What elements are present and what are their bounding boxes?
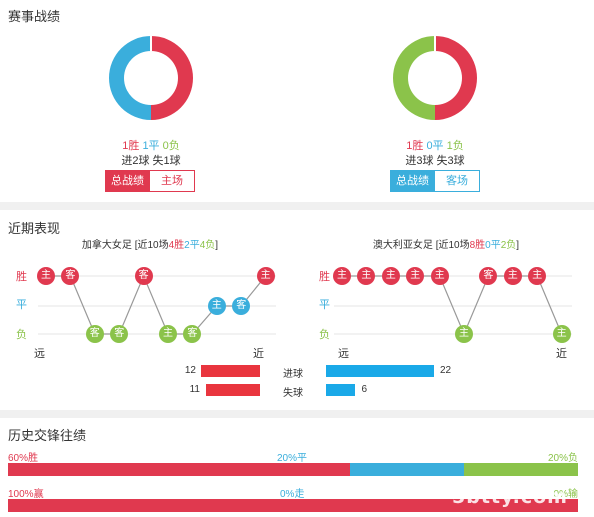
away-tab-total[interactable]: 总战绩 [390,170,435,192]
section-title: 近期表现 [8,221,61,236]
form-match-dot[interactable]: 主 [406,267,425,285]
home-team-record: 加拿大女足 [近10场4胜2平4负] [81,240,219,251]
home-goals-scored-value: 12 [184,365,196,376]
form-match-dot[interactable]: 客 [232,297,251,315]
home-win-count: 1胜 [122,140,140,152]
donut-loss-slice [393,36,435,120]
form-match-dot[interactable]: 主 [552,325,571,343]
h2h-cover-win-label: 100%赢 [8,489,44,500]
donut-draw-slice [109,36,151,120]
home-goals-conceded-bar [206,384,260,396]
form-match-dot[interactable]: 客 [110,325,129,343]
home-tab-venue[interactable]: 主场 [149,170,195,192]
away-wdl-summary: 1胜 0平 1负 [355,137,515,153]
home-goals-against: 失1球 [152,155,181,167]
h2h-cover-push-label: 0%走 [280,489,305,500]
away-goals-conceded-value: 6 [361,384,368,395]
away-axis-near: 近 [556,348,567,360]
form-match-dot[interactable]: 主 [159,325,177,343]
form-match-dot[interactable]: 主 [357,267,376,285]
form-match-dot[interactable]: 主 [381,267,400,285]
home-goals-conceded-value: 11 [189,384,200,395]
form-match-dot[interactable]: 客 [134,267,153,285]
home-axis-far: 远 [34,348,45,360]
away-record-donut [393,36,477,120]
home-axis-win: 胜 [16,271,27,283]
recent-form-panel: 近期表现 加拿大女足 [近10场4胜2平4负] 澳大利亚女足 [近10场8胜0平… [0,210,594,410]
h2h-win-bar [8,463,350,476]
section-title: 历史交锋往绩 [8,428,87,443]
h2h-cover-loss-label: 0%输 [553,489,578,500]
watermark-logo: 5btty.com [452,486,568,508]
away-axis-draw: 平 [319,299,330,311]
away-goals-scored-bar [326,365,434,377]
goals-scored-label: 进球 [283,369,303,380]
home-axis-loss: 负 [16,329,27,341]
away-draw-count: 0平 [426,140,444,152]
away-axis-win: 胜 [319,271,330,283]
goals-conceded-label: 失球 [283,388,303,399]
away-goals-against: 失3球 [436,155,465,167]
form-match-dot[interactable]: 主 [333,267,351,285]
form-match-dot[interactable]: 客 [85,325,104,343]
home-goals-summary: 进2球 失1球 [71,152,231,168]
match-record-panel: 赛事战绩 1胜 1平 0负 进2球 失1球 总战绩 主场 1胜 0平 1负 进3… [0,0,594,202]
h2h-loss-bar [464,463,578,476]
form-match-dot[interactable]: 主 [207,297,226,315]
away-form-lines [334,275,572,336]
h2h-loss-label: 20%负 [547,453,578,464]
donut-win-slice [435,36,477,120]
form-trend-line [46,274,267,335]
away-goals-conceded-bar [326,384,356,396]
home-record-donut [109,36,193,120]
home-draw-count: 1平 [142,140,160,152]
form-match-dot[interactable]: 主 [503,267,522,285]
donut-win-slice [151,36,193,120]
home-axis-draw: 平 [16,299,27,311]
away-axis-far: 远 [338,348,349,360]
home-axis-near: 近 [253,348,264,360]
away-win-count: 1胜 [406,140,424,152]
home-form-lines [38,274,276,335]
h2h-draw-bar [350,463,464,476]
form-match-dot[interactable]: 客 [479,267,498,285]
h2h-win-label: 60%胜 [8,453,39,464]
head-to-head-panel: 历史交锋往绩 60%胜 20%平 20%负 100%赢 0%走 0%输 5btt… [0,418,594,517]
away-goals-for: 进3球 [405,155,434,167]
form-match-dot[interactable]: 主 [37,267,55,285]
away-axis-loss: 负 [319,329,330,341]
form-match-dot[interactable]: 主 [455,325,473,343]
form-trend-line [342,275,563,336]
away-loss-count: 1负 [446,140,464,152]
form-match-dot[interactable]: 主 [430,267,449,285]
form-match-dot[interactable]: 主 [256,267,275,285]
away-tab-venue[interactable]: 客场 [434,170,480,192]
home-tab-total[interactable]: 总战绩 [105,170,150,192]
form-match-dot[interactable]: 客 [61,267,80,285]
away-team-name: 澳大利亚女足 [372,240,433,251]
home-team-name: 加拿大女足 [81,240,132,251]
away-goals-scored-value: 22 [440,365,452,376]
form-match-dot[interactable]: 客 [183,325,202,343]
away-goals-summary: 进3球 失3球 [355,152,515,168]
home-wdl-summary: 1胜 1平 0负 [71,137,231,153]
home-loss-count: 0负 [162,140,180,152]
form-match-dot[interactable]: 主 [528,267,547,285]
away-team-record: 澳大利亚女足 [近10场8胜0平2负] [372,240,520,251]
home-goals-scored-bar [201,365,260,377]
h2h-cover-win-bar [8,499,578,512]
h2h-draw-label: 20%平 [277,453,308,464]
section-title: 赛事战绩 [8,9,61,24]
home-goals-for: 进2球 [121,155,150,167]
